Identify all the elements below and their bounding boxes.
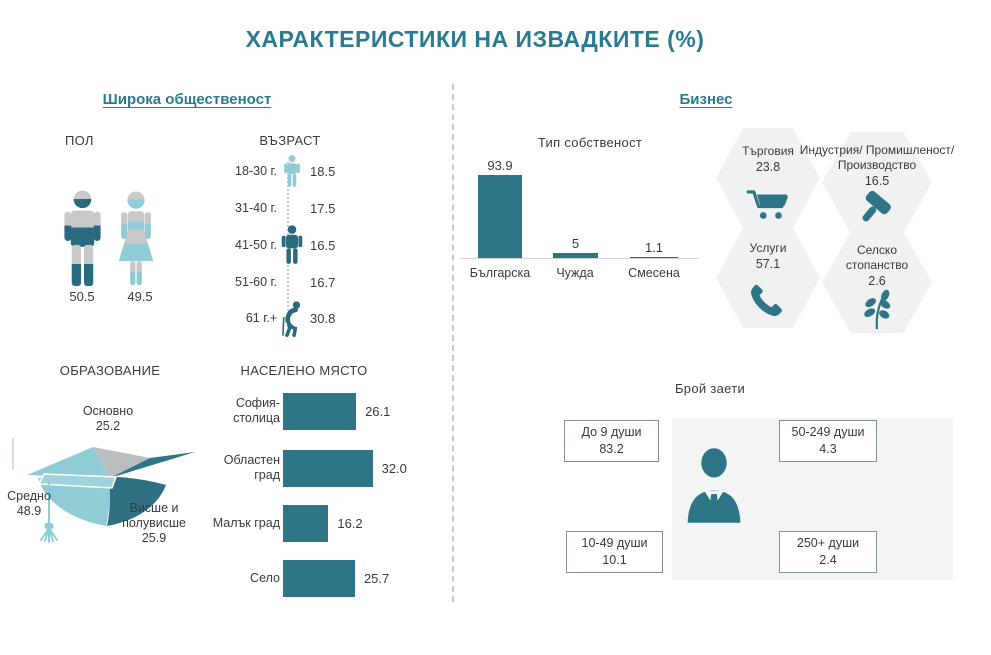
sector-hexagon: Търговия 23.8 bbox=[716, 128, 820, 228]
age-chart: 18-30 г. 18.5 31-40 г. 17.5 bbox=[210, 150, 345, 340]
age-label: 61 г.+ bbox=[245, 311, 277, 325]
ownership-column: 93.9 bbox=[478, 158, 522, 258]
sector-hexagon: Индустрия/ Промишленост/ Производство 16… bbox=[800, 132, 954, 233]
sector-hexagon: Услуги 57.1 bbox=[716, 228, 820, 328]
female-figure-icon bbox=[118, 191, 154, 286]
section-divider bbox=[452, 84, 454, 602]
employee-size-box: До 9 души 83.2 bbox=[564, 420, 659, 462]
age-value: 17.5 bbox=[310, 200, 336, 216]
sector-label: Услуги bbox=[749, 241, 787, 255]
age-row: 41-50 г. 16.5 bbox=[210, 225, 345, 264]
leaf-icon bbox=[864, 289, 891, 330]
male-figure-icon bbox=[64, 190, 101, 286]
ownership-bar bbox=[478, 175, 522, 258]
sector-label: Търговия bbox=[742, 144, 794, 158]
age-row: 31-40 г. 17.5 bbox=[210, 196, 345, 220]
education-chart-title: ОБРАЗОВАНИЕ bbox=[59, 363, 161, 378]
sector-value: 57.1 bbox=[755, 257, 781, 271]
sector-value: 2.6 bbox=[868, 274, 886, 288]
ownership-chart-title: Тип собственост bbox=[537, 135, 643, 150]
age-row: 61 г.+ 30.8 bbox=[210, 300, 345, 337]
education-segment-label: Висше и полувисше 25.9 bbox=[122, 501, 186, 545]
cart-icon bbox=[746, 190, 788, 219]
sector-label: Индустрия/ Промишленост/ Производство bbox=[799, 143, 955, 172]
ownership-chart: 93.9 5 1.1 Българска Чужда Смесена bbox=[460, 158, 700, 284]
settlement-bar bbox=[283, 449, 373, 487]
age-label: 41-50 г. bbox=[235, 238, 277, 252]
businessman-icon bbox=[687, 448, 741, 523]
employee-size-label: 250+ души bbox=[796, 536, 860, 551]
adult-person-icon bbox=[281, 225, 303, 264]
employee-size-value: 4.3 bbox=[819, 442, 837, 456]
education-segment-label: Основно 25.2 bbox=[82, 404, 134, 433]
settlement-row: София- столица 26.1 bbox=[205, 392, 455, 430]
public-section-header: Широка общественост bbox=[102, 91, 272, 108]
settlement-chart-title: НАСЕЛЕНО МЯСТО bbox=[240, 363, 368, 378]
employee-size-label: 10-49 души bbox=[581, 536, 648, 551]
elderly-person-icon bbox=[281, 300, 300, 337]
ownership-bar bbox=[553, 253, 598, 258]
settlement-value: 16.2 bbox=[337, 515, 363, 531]
age-chart-title: ВЪЗРАСТ bbox=[259, 133, 321, 148]
settlement-chart: София- столица 26.1 Областен град 32.0 М… bbox=[205, 392, 455, 597]
graduation-cap-icon bbox=[12, 438, 195, 543]
employee-size-box: 10-49 души 10.1 bbox=[566, 531, 663, 573]
sector-value: 23.8 bbox=[755, 160, 781, 174]
age-value: 16.7 bbox=[310, 274, 336, 290]
sector-value: 16.5 bbox=[864, 174, 890, 188]
ownership-category-label: Чужда bbox=[556, 266, 594, 280]
age-value: 18.5 bbox=[310, 163, 336, 179]
age-row: 51-60 г. 16.7 bbox=[210, 270, 345, 294]
phone-icon bbox=[750, 284, 782, 316]
settlement-bar bbox=[283, 559, 355, 597]
young-person-icon bbox=[284, 154, 300, 187]
age-value: 30.8 bbox=[310, 310, 336, 326]
sector-hexagon: Селско стопанство 2.6 bbox=[822, 232, 932, 333]
ownership-value: 93.9 bbox=[487, 158, 513, 173]
ownership-value: 1.1 bbox=[644, 240, 664, 255]
settlement-label: Село bbox=[250, 570, 280, 585]
sector-label: Селско стопанство bbox=[845, 243, 909, 272]
settlement-label: Малък град bbox=[212, 515, 280, 530]
business-section-header: Бизнес bbox=[679, 91, 733, 108]
ownership-category-label: Българска bbox=[469, 266, 531, 280]
education-segment-label: Средно 48.9 bbox=[7, 489, 51, 518]
male-value: 50.5 bbox=[69, 289, 95, 304]
settlement-label: Областен град bbox=[223, 453, 280, 482]
age-label: 31-40 г. bbox=[235, 201, 277, 215]
ownership-axis-line bbox=[460, 258, 698, 259]
ownership-value: 5 bbox=[571, 236, 580, 252]
age-label: 18-30 г. bbox=[235, 164, 277, 178]
ownership-category-label: Смесена bbox=[628, 266, 680, 280]
employee-size-value: 10.1 bbox=[602, 553, 627, 567]
gender-chart-title: ПОЛ bbox=[65, 133, 94, 148]
settlement-label: София- столица bbox=[233, 396, 280, 425]
employee-size-label: 50-249 души bbox=[791, 425, 865, 440]
employee-size-box: 250+ души 2.4 bbox=[779, 531, 877, 573]
employees-chart-title: Брой заети bbox=[674, 381, 746, 396]
settlement-row: Малък град 16.2 bbox=[205, 504, 455, 542]
settlement-bar bbox=[283, 392, 357, 430]
settlement-row: Село 25.7 bbox=[205, 559, 455, 597]
age-label: 51-60 г. bbox=[235, 275, 277, 289]
settlement-row: Областен град 32.0 bbox=[205, 449, 455, 487]
ownership-bar bbox=[630, 257, 678, 258]
employee-size-label: До 9 души bbox=[581, 425, 642, 440]
age-value: 16.5 bbox=[310, 237, 336, 253]
gavel-icon bbox=[862, 190, 891, 222]
settlement-value: 32.0 bbox=[381, 460, 407, 476]
employee-size-box: 50-249 души 4.3 bbox=[779, 420, 877, 462]
ownership-column: 5 bbox=[553, 158, 598, 258]
settlement-bar bbox=[283, 504, 329, 542]
employee-size-value: 2.4 bbox=[819, 553, 837, 567]
female-value: 49.5 bbox=[127, 289, 153, 304]
settlement-value: 25.7 bbox=[363, 570, 390, 586]
ownership-column: 1.1 bbox=[630, 158, 678, 258]
age-row: 18-30 г. 18.5 bbox=[210, 154, 345, 187]
page-title: ХАРАКТЕРИСТИКИ НА ИЗВАДКИТЕ (%) bbox=[245, 26, 705, 52]
settlement-value: 26.1 bbox=[365, 403, 391, 419]
employee-size-value: 83.2 bbox=[599, 442, 624, 456]
